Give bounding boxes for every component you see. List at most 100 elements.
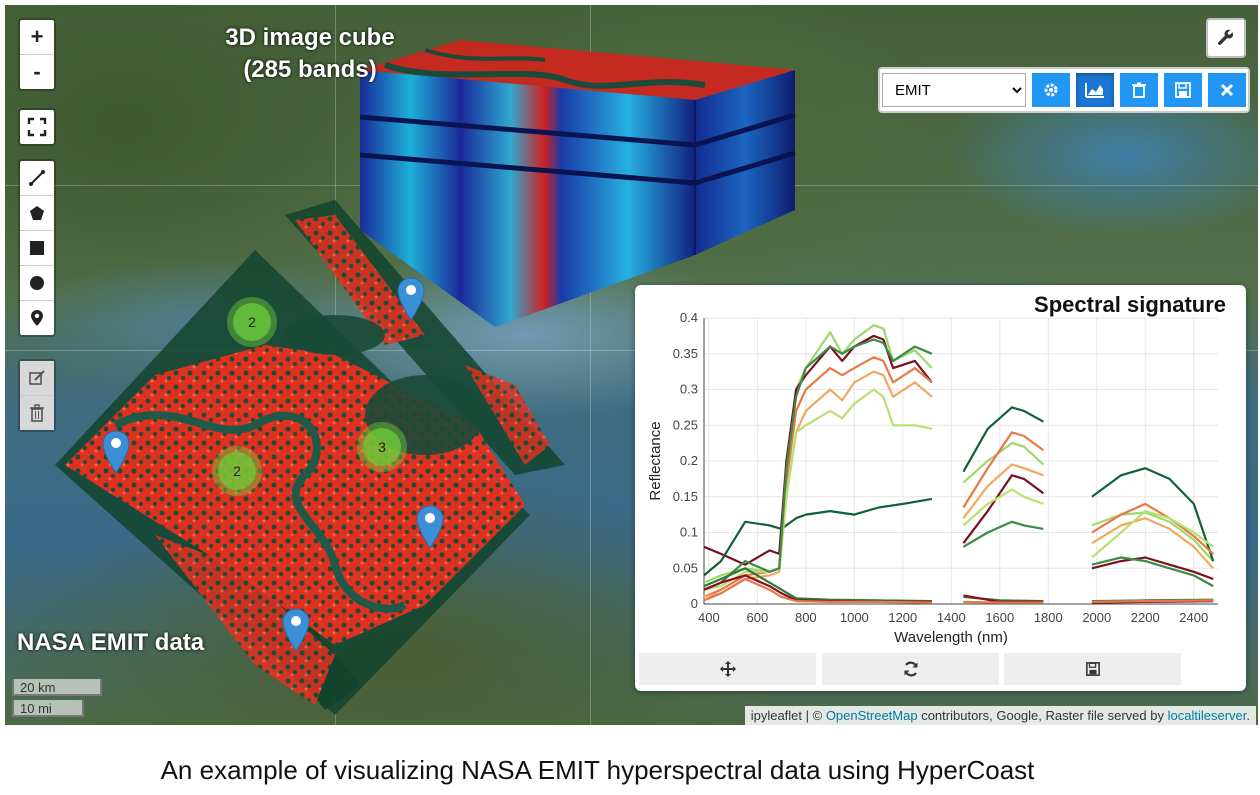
dataset-select[interactable]: EMIT <box>882 73 1026 107</box>
save-chart-button[interactable] <box>1004 653 1181 685</box>
marker-icon <box>31 310 43 326</box>
x-tick-label: 1000 <box>840 610 869 625</box>
x-axis-label: Wavelength (nm) <box>894 629 1008 645</box>
settings-button[interactable] <box>1032 73 1070 107</box>
wrench-icon <box>1217 29 1234 46</box>
y-tick-label: 0.35 <box>673 346 698 361</box>
image-cube-title: 3D image cube (285 bands) <box>180 22 440 86</box>
map-marker-icon[interactable] <box>397 277 425 321</box>
draw-rectangle-button[interactable] <box>20 231 54 266</box>
spectrum-line <box>703 406 1215 577</box>
rectangle-icon <box>30 241 44 255</box>
attribution-middle: contributors, Google, Raster file served… <box>917 708 1168 723</box>
draw-polygon-button[interactable] <box>20 196 54 231</box>
draw-marker-button[interactable] <box>20 301 54 335</box>
draw-circle-button[interactable] <box>20 266 54 301</box>
spectral-chart-panel: 0 0.05 0.1 0.15 0.2 0.25 0.3 0.35 0.4 400 600 800 10… <box>635 285 1246 691</box>
y-tick-label: 0.15 <box>673 489 698 504</box>
raster-overlay <box>55 40 796 715</box>
trash-icon <box>1132 82 1146 98</box>
graticule-line <box>5 350 1258 351</box>
cluster-count: 2 <box>218 452 256 490</box>
reset-chart-button[interactable] <box>822 653 999 685</box>
x-tick-label: 2000 <box>1082 610 1111 625</box>
save-icon <box>1175 82 1191 98</box>
zoom-out-button[interactable]: - <box>33 59 41 84</box>
map[interactable]: + - 3D image cube (285 b <box>5 5 1258 725</box>
emit-data-title: NASA EMIT data <box>17 629 205 656</box>
map-marker-icon[interactable] <box>416 505 444 549</box>
gear-icon <box>1044 83 1058 97</box>
delete-button[interactable] <box>1120 73 1158 107</box>
marker-cluster[interactable]: 3 <box>357 422 407 472</box>
edit-layers-button[interactable] <box>20 361 54 396</box>
x-tick-label: 2400 <box>1179 610 1208 625</box>
marker-cluster[interactable]: 2 <box>227 297 277 347</box>
close-button[interactable] <box>1208 73 1246 107</box>
draw-control <box>18 159 56 337</box>
cluster-count: 3 <box>363 428 401 466</box>
y-tick-label: 0.2 <box>680 453 698 468</box>
trash-icon <box>30 404 44 422</box>
refresh-icon <box>903 661 918 677</box>
spectral-chart[interactable]: 0 0.05 0.1 0.15 0.2 0.25 0.3 0.35 0.4 400 600 800 10… <box>635 285 1246 646</box>
polyline-icon <box>29 170 45 186</box>
map-marker-icon[interactable] <box>282 608 310 652</box>
scale-bar-km: 20 km <box>12 679 102 696</box>
x-tick-label: 1400 <box>937 610 966 625</box>
osm-link[interactable]: OpenStreetMap <box>825 708 918 723</box>
fullscreen-icon <box>27 117 47 137</box>
map-attribution: ipyleaflet | © OpenStreetMap contributor… <box>744 706 1256 725</box>
edit-control <box>18 359 56 432</box>
circle-icon <box>30 276 44 290</box>
chart-icon <box>1085 83 1104 98</box>
image-cube-title-line1: 3D image cube <box>225 24 395 51</box>
y-tick-label: 0.3 <box>680 382 698 397</box>
cluster-count: 2 <box>233 303 271 341</box>
polygon-icon <box>30 206 44 220</box>
draw-polyline-button[interactable] <box>20 161 54 196</box>
graticule-line <box>590 5 591 725</box>
map-marker-icon[interactable] <box>102 430 130 474</box>
localtileserver-link[interactable]: localtileserver <box>1167 708 1247 723</box>
save-button[interactable] <box>1164 73 1202 107</box>
save-icon <box>1085 662 1100 676</box>
spectral-plot-button[interactable] <box>1076 73 1114 107</box>
x-tick-label: 1200 <box>888 610 917 625</box>
y-tick-label: 0.4 <box>680 310 698 325</box>
spectrum-line <box>703 388 1214 591</box>
fullscreen-control <box>18 108 56 146</box>
scale-bar-mi: 10 mi <box>12 700 84 717</box>
spectrum-line <box>703 577 1214 604</box>
spectrum-line <box>703 338 1214 591</box>
x-tick-label: 400 <box>698 610 720 625</box>
x-tick-label: 1800 <box>1034 610 1063 625</box>
attribution-suffix: . <box>1246 708 1250 723</box>
y-tick-label: 0.1 <box>680 525 698 540</box>
close-icon <box>1220 83 1234 97</box>
edit-icon <box>29 370 45 385</box>
toolbar-toggle-button[interactable] <box>1206 18 1246 58</box>
x-tick-label: 600 <box>746 610 768 625</box>
zoom-control: + - <box>18 18 56 91</box>
figure-caption: An example of visualizing NASA EMIT hype… <box>160 755 1035 785</box>
attribution-prefix: ipyleaflet | © <box>750 708 826 723</box>
y-tick-label: 0.05 <box>673 560 698 575</box>
fullscreen-button[interactable] <box>20 110 54 144</box>
chart-title: Spectral signature <box>1034 292 1226 317</box>
move-icon <box>719 661 736 677</box>
zoom-in-button[interactable]: + <box>20 20 54 55</box>
image-cube-title-line2: (285 bands) <box>243 56 377 83</box>
layer-toolbar: EMIT <box>878 67 1250 113</box>
spectrum-line <box>703 356 1214 598</box>
pan-zoom-button[interactable] <box>639 653 816 685</box>
x-tick-label: 1600 <box>985 610 1014 625</box>
x-tick-label: 800 <box>795 610 817 625</box>
marker-cluster[interactable]: 2 <box>212 446 262 496</box>
y-tick-label: 0 <box>691 596 698 611</box>
x-tick-label: 2200 <box>1131 610 1160 625</box>
y-tick-label: 0.25 <box>673 417 698 432</box>
spectrum-line <box>703 370 1215 598</box>
y-axis-label: Reflectance <box>647 421 664 500</box>
delete-layers-button[interactable] <box>20 396 54 430</box>
